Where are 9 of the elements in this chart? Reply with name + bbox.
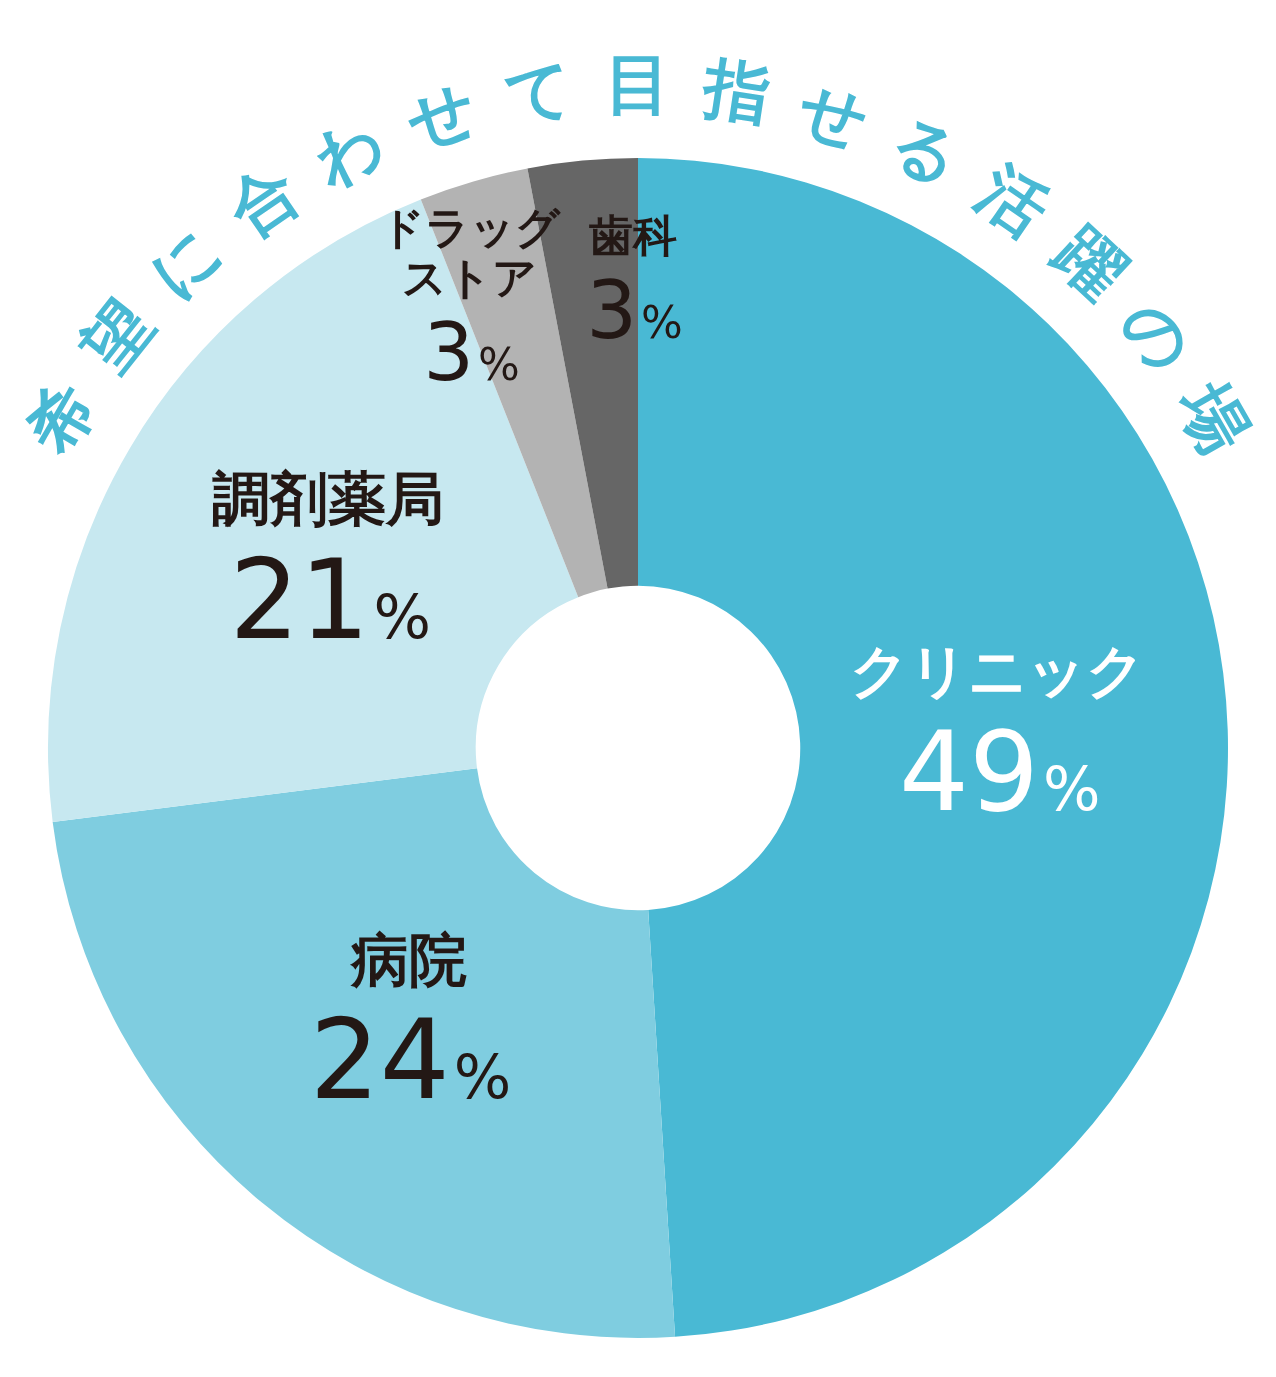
data-label: 3% [586,264,683,358]
data-label: 3% [423,305,520,399]
slice-label: 病院 [348,925,467,994]
data-label: 49% [898,707,1101,836]
slice-label: 調剤薬局 [212,465,445,534]
slice-label: ドラッグストア [379,201,561,304]
data-label: 21% [229,535,431,664]
data-label: 24% [309,996,512,1125]
slice-label: クリニック [850,637,1146,706]
